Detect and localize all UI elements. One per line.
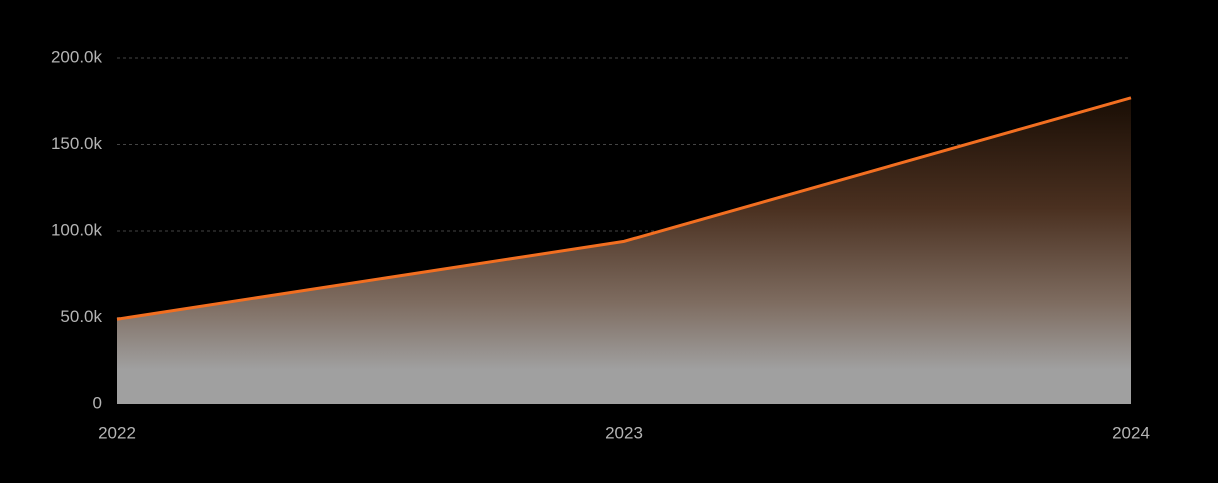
y-tick-label: 100.0k — [51, 220, 103, 239]
y-tick-label: 50.0k — [60, 307, 102, 326]
area-fill — [117, 97, 1131, 404]
y-tick-label: 150.0k — [51, 134, 103, 153]
x-tick-label: 2024 — [1112, 423, 1150, 442]
y-tick-label: 200.0k — [51, 47, 103, 66]
y-tick-label: 0 — [93, 393, 102, 412]
x-tick-label: 2022 — [98, 423, 136, 442]
x-tick-label: 2023 — [605, 423, 643, 442]
area-line — [116, 96, 1132, 321]
